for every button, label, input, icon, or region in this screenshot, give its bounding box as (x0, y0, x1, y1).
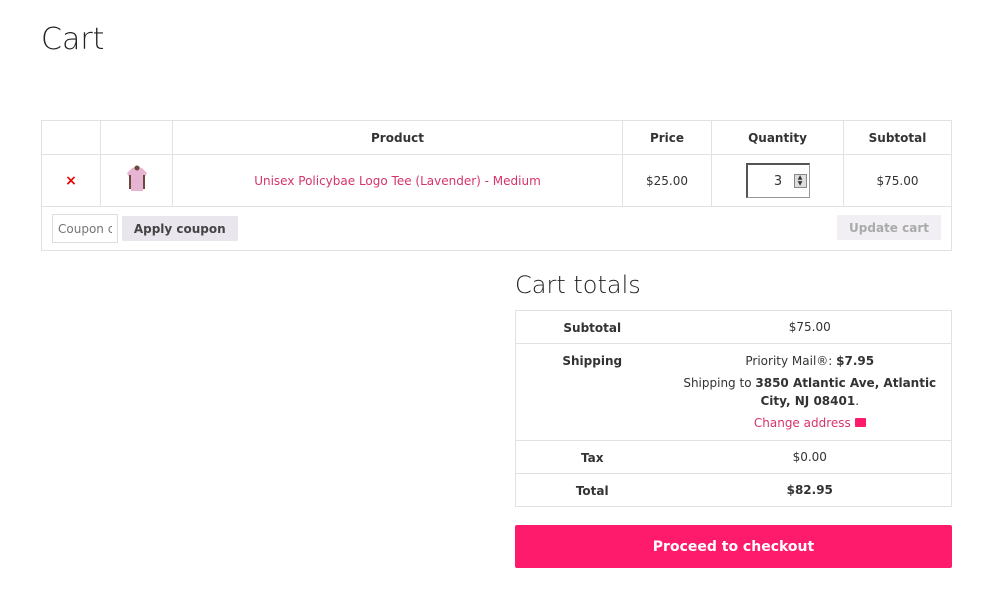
shipping-destination: Shipping to 3850 Atlantic Ave, Atlantic … (683, 376, 937, 408)
col-remove (41, 120, 101, 155)
page-title: Cart (41, 22, 105, 57)
col-product: Product (172, 120, 623, 155)
item-subtotal: $75.00 (843, 154, 952, 207)
col-subtotal: Subtotal (843, 120, 952, 155)
subtotal-value: $75.00 (668, 310, 952, 344)
product-thumbnail[interactable] (125, 165, 149, 193)
cart-totals-table: Subtotal $75.00 Shipping Priority Mail®: … (515, 310, 952, 507)
cart-table: Product Price Quantity Subtotal × Unisex… (41, 120, 952, 251)
tax-label: Tax (515, 440, 669, 474)
shipping-method[interactable]: Priority Mail®: $7.95 (745, 354, 875, 368)
update-cart-button[interactable]: Update cart (837, 215, 941, 240)
quantity-stepper[interactable]: 3 ▲ ▼ (745, 163, 810, 198)
cart-totals-title: Cart totals (515, 271, 641, 299)
subtotal-label: Subtotal (515, 310, 669, 344)
table-row: × Unisex Policybae Logo Tee (Lavender) -… (41, 154, 952, 207)
col-price: Price (622, 120, 712, 155)
coupon-input[interactable] (52, 214, 118, 243)
truck-icon (854, 418, 866, 427)
remove-item-button[interactable]: × (65, 172, 77, 189)
proceed-to-checkout-button[interactable]: Proceed to checkout (515, 525, 952, 568)
change-address-link[interactable]: Change address (754, 416, 866, 430)
quantity-value: 3 (773, 173, 783, 189)
total-label: Total (515, 473, 669, 507)
total-value: $82.95 (668, 473, 952, 507)
product-link[interactable]: Unisex Policybae Logo Tee (Lavender) - M… (254, 173, 541, 188)
shipping-label: Shipping (515, 343, 669, 441)
table-header: Product Price Quantity Subtotal (41, 120, 952, 155)
item-price: $25.00 (622, 154, 712, 207)
col-thumb (100, 120, 173, 155)
spinner-arrows-icon[interactable]: ▲ ▼ (793, 174, 807, 188)
tax-value: $0.00 (668, 440, 952, 474)
col-quantity: Quantity (711, 120, 844, 155)
apply-coupon-button[interactable]: Apply coupon (121, 216, 238, 241)
